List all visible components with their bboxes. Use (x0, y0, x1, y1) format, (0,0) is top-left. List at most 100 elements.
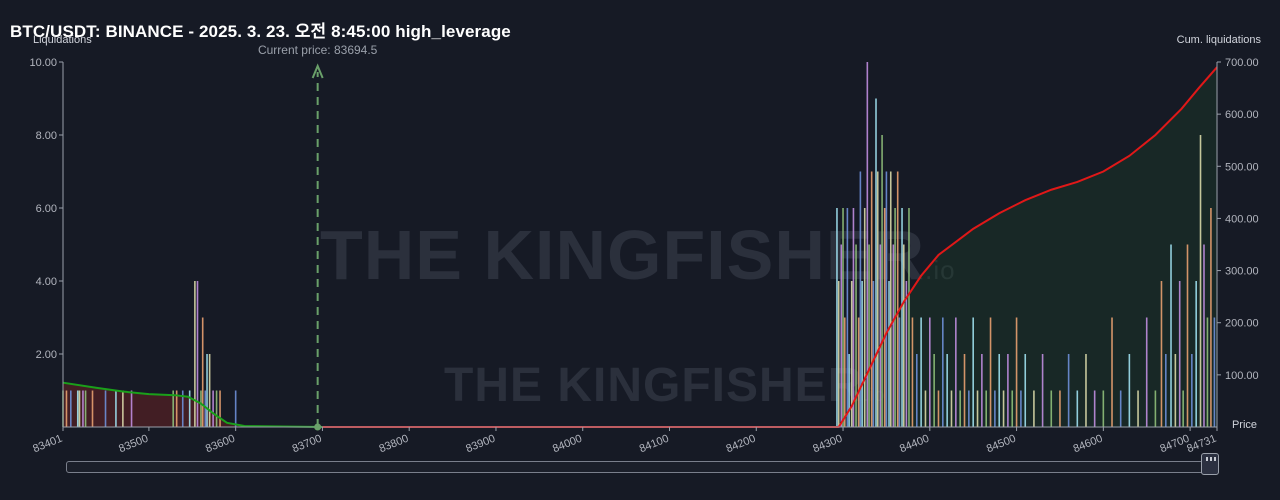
watermark-small: THE KINGFISHER.io (444, 358, 885, 413)
right-tick-label: 400.00 (1225, 213, 1259, 225)
liquidation-bar (855, 244, 857, 427)
liquidation-bar (837, 281, 840, 427)
liquidation-bar (1050, 390, 1053, 427)
liquidation-bar (91, 390, 94, 427)
liquidation-bar (985, 390, 987, 427)
liquidation-bar (82, 390, 84, 427)
liquidation-bar (84, 390, 87, 427)
liquidation-bar (78, 390, 81, 427)
left-tick-label: 2.00 (36, 349, 57, 361)
liquidation-bar (892, 244, 895, 427)
liquidation-bar (888, 281, 890, 427)
liquidation-bar (172, 390, 174, 427)
liquidation-bar (1020, 390, 1022, 427)
x-axis-title: Price (1231, 419, 1257, 431)
liquidation-bar (212, 390, 214, 427)
liquidation-bar (846, 208, 849, 427)
liquidation-bar (1119, 390, 1122, 427)
x-tick-label: 83900 (464, 433, 497, 456)
liquidation-bar (889, 171, 892, 427)
liquidation-bar (196, 281, 199, 427)
liquidation-bar (1007, 354, 1009, 427)
grip-line-1 (1206, 457, 1208, 461)
liquidation-bar (881, 135, 883, 427)
right-tick-label: 200.00 (1225, 318, 1259, 330)
x-tick-label: 84600 (1072, 433, 1105, 456)
liquidation-bar (972, 317, 974, 427)
liquidation-bar (1015, 317, 1018, 427)
right-tick-label: 500.00 (1225, 161, 1259, 173)
x-tick-label: 83800 (377, 433, 410, 456)
liquidation-bar (842, 208, 844, 427)
current-price-dot (314, 423, 322, 431)
liquidation-bar (1145, 317, 1148, 427)
right-tick-label: 600.00 (1225, 109, 1259, 121)
short-cumulative-area (322, 67, 1217, 427)
watermark-large-text: THE KINGFISHER (320, 216, 926, 294)
liquidation-bar (1206, 317, 1209, 427)
liquidation-bar (866, 62, 869, 427)
liquidation-bar (852, 208, 855, 427)
liquidation-bar (924, 390, 927, 427)
liquidation-bar (850, 281, 853, 427)
liquidation-bar (876, 171, 879, 427)
current-price-arrow (311, 63, 324, 79)
liquidation-bar (840, 244, 843, 427)
liquidation-bar (181, 390, 184, 427)
liquidation-bar (959, 390, 961, 427)
liquidation-bar (902, 244, 905, 427)
liquidation-bar (1170, 244, 1172, 427)
liquidation-bar (1085, 354, 1087, 427)
x-tick-label: 84200 (725, 433, 758, 456)
liquidation-bar (1002, 390, 1005, 427)
liquidation-bar (863, 208, 866, 427)
x-tick-label: 84400 (898, 433, 931, 456)
liquidation-bar (868, 244, 870, 427)
liquidation-bar (859, 171, 862, 427)
liquidation-bar (1165, 354, 1167, 427)
liquidation-bar (998, 354, 1001, 427)
liquidation-bar (933, 354, 935, 427)
liquidation-bar (885, 171, 888, 427)
liquidation-bar (201, 317, 204, 427)
liquidation-bar (1210, 208, 1212, 427)
liquidation-bar (1186, 244, 1189, 427)
liquidation-bar (1182, 390, 1184, 427)
range-scrollbar[interactable] (66, 461, 1218, 473)
short-cumulative-line (322, 66, 1218, 428)
grip-line-3 (1214, 457, 1216, 461)
liquidation-bar (115, 390, 117, 427)
liquidation-bar (76, 390, 79, 427)
liquidation-bar (937, 390, 940, 427)
right-axis-title: Cum. liquidations (1176, 34, 1261, 46)
range-scroll-handle[interactable] (1201, 453, 1219, 475)
cumulative-line-layer (62, 66, 1218, 428)
liquidation-bar (898, 317, 901, 427)
liquidation-bar (1102, 390, 1105, 427)
watermark-large-suffix: .io (925, 255, 955, 285)
left-axis-title: Liquidations (33, 34, 92, 46)
liquidation-bar (65, 390, 68, 427)
liquidation-bar (870, 171, 873, 427)
bar-layer (62, 62, 1216, 427)
liquidation-bar (911, 317, 914, 427)
x-tick-label: 84300 (811, 433, 844, 456)
liquidation-bar (1203, 244, 1205, 427)
liquidation-bar (1041, 354, 1044, 427)
current-price-marker: Current price: 83694.5 (258, 43, 378, 431)
liquidation-bar (836, 208, 838, 427)
liquidation-bar (188, 390, 191, 427)
liquidation-bar (70, 390, 72, 427)
liquidation-bar (200, 390, 202, 427)
liquidation-bar (879, 244, 882, 427)
liquidation-bar (843, 317, 846, 427)
liquidation-bar (1076, 390, 1079, 427)
liquidation-bar (942, 317, 944, 427)
liquidation-bar (976, 390, 979, 427)
right-tick-label: 100.00 (1225, 370, 1259, 382)
liquidation-bar (1024, 354, 1027, 427)
liquidation-bar (1111, 317, 1113, 427)
liquidation-bar (905, 281, 908, 427)
liquidation-bar (1195, 281, 1197, 427)
